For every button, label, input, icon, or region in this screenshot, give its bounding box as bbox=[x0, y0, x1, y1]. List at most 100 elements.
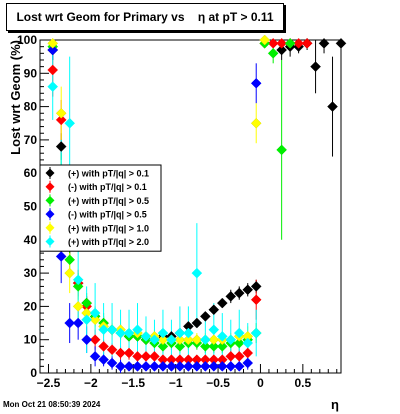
y-tick-label: 70 bbox=[24, 133, 38, 147]
data-point bbox=[216, 297, 228, 309]
y-tick-label: 10 bbox=[24, 333, 38, 347]
data-point bbox=[157, 327, 169, 339]
data-point bbox=[98, 324, 109, 336]
data-point bbox=[115, 327, 126, 339]
data-point bbox=[284, 37, 296, 49]
data-point bbox=[191, 317, 203, 329]
y-tick-label: 40 bbox=[24, 233, 38, 247]
y-tick-label: 60 bbox=[24, 166, 38, 180]
x-tick-label: −0.5 bbox=[206, 376, 230, 390]
data-point bbox=[123, 360, 135, 372]
data-point bbox=[310, 61, 321, 72]
legend-marker bbox=[45, 168, 55, 178]
data-point bbox=[250, 281, 262, 292]
data-point bbox=[293, 37, 304, 49]
legend-marker bbox=[45, 195, 55, 205]
legend-marker bbox=[45, 237, 55, 246]
data-point bbox=[72, 274, 84, 286]
data-point bbox=[242, 337, 254, 349]
y-tick-label: 20 bbox=[24, 299, 38, 313]
data-point bbox=[72, 301, 84, 312]
data-point bbox=[72, 317, 84, 329]
data-point bbox=[208, 324, 220, 336]
data-point bbox=[216, 331, 228, 342]
data-point bbox=[233, 287, 245, 299]
y-axis-label: Lost wrt Geom (%) bbox=[8, 40, 23, 155]
data-point bbox=[106, 357, 118, 369]
data-point bbox=[64, 254, 76, 266]
data-point bbox=[183, 327, 194, 339]
data-point bbox=[55, 114, 67, 126]
data-point bbox=[216, 341, 228, 352]
data-point bbox=[250, 327, 262, 339]
data-point bbox=[149, 334, 160, 346]
data-point bbox=[149, 360, 160, 372]
data-point bbox=[191, 360, 203, 372]
data-point bbox=[64, 317, 76, 329]
data-point bbox=[267, 47, 279, 59]
data-point bbox=[327, 101, 338, 112]
data-point bbox=[72, 281, 84, 292]
data-point bbox=[166, 360, 177, 372]
data-point bbox=[140, 360, 152, 372]
legend-marker bbox=[45, 209, 55, 219]
y-tick-label: 30 bbox=[24, 266, 38, 280]
data-point bbox=[157, 341, 169, 352]
data-point bbox=[174, 341, 186, 352]
data-point bbox=[55, 141, 67, 152]
data-point bbox=[259, 34, 271, 46]
timestamp-footer: Mon Oct 21 08:50:39 2024 bbox=[3, 400, 101, 409]
data-point bbox=[89, 334, 101, 346]
data-point bbox=[208, 360, 220, 372]
data-point bbox=[183, 334, 194, 346]
x-axis-label: η bbox=[331, 397, 339, 412]
data-point bbox=[115, 347, 126, 359]
legend: (+) with pT/|q| > 0.1 (-) with pT/|q| > 0… bbox=[39, 164, 162, 252]
y-tick-label: 80 bbox=[24, 100, 38, 114]
data-point bbox=[199, 334, 211, 346]
legend-label: (-) with pT/|q| > 0.1 bbox=[68, 182, 147, 192]
data-point bbox=[115, 360, 126, 372]
data-point bbox=[216, 360, 228, 372]
data-point bbox=[276, 144, 288, 156]
legend-label: (+) with pT/|q| > 0.5 bbox=[68, 196, 149, 206]
data-point bbox=[47, 37, 59, 49]
data-point bbox=[250, 117, 262, 129]
y-tick-label: 50 bbox=[24, 200, 38, 214]
data-point bbox=[199, 341, 211, 352]
data-point bbox=[98, 341, 109, 352]
data-point bbox=[98, 354, 109, 366]
data-point bbox=[225, 360, 237, 372]
data-point bbox=[301, 37, 313, 49]
data-point bbox=[47, 64, 59, 76]
x-tick-label: −2.5 bbox=[37, 376, 61, 390]
y-tick-label: 90 bbox=[24, 66, 38, 80]
data-point bbox=[55, 251, 67, 262]
data-point bbox=[64, 267, 76, 279]
data-point bbox=[47, 81, 59, 92]
data-point bbox=[208, 334, 220, 346]
data-point bbox=[191, 267, 203, 279]
data-point bbox=[132, 324, 143, 336]
data-point bbox=[157, 334, 169, 346]
data-point bbox=[250, 77, 262, 89]
data-point bbox=[174, 334, 186, 346]
x-tick-label: 0.5 bbox=[295, 376, 312, 390]
data-point bbox=[276, 44, 288, 56]
x-tick-label: −1.5 bbox=[121, 376, 145, 390]
data-point bbox=[242, 284, 254, 296]
data-point bbox=[174, 360, 186, 372]
data-point bbox=[89, 314, 101, 326]
data-point bbox=[157, 360, 169, 372]
data-point bbox=[123, 347, 135, 359]
chart-title: Lost wrt Geom for Primary vs η at pT > 0… bbox=[6, 3, 284, 31]
legend-label: (+) with pT/|q| > 1.0 bbox=[68, 223, 149, 233]
x-tick-label: −2 bbox=[84, 376, 98, 390]
x-axis: −2.5 −2 −1.5 −1 −0.5 0 0.5 bbox=[37, 364, 338, 390]
data-point bbox=[318, 37, 330, 49]
data-point bbox=[208, 341, 220, 352]
data-point bbox=[242, 357, 254, 369]
x-tick-label: 0 bbox=[257, 376, 264, 390]
data-point bbox=[199, 311, 211, 322]
